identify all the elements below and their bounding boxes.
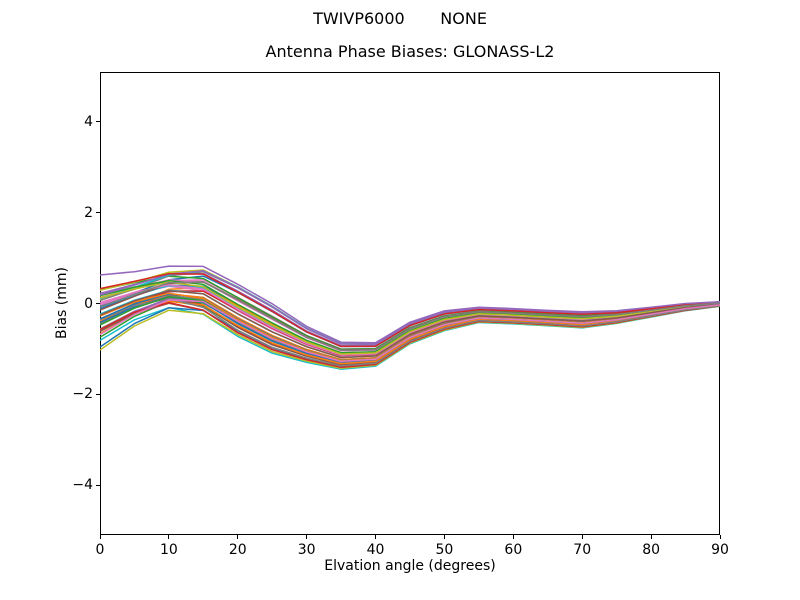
- x-tick-mark: [306, 535, 308, 539]
- x-tick-mark: [650, 535, 652, 539]
- y-tick-label: 0: [84, 295, 93, 312]
- y-tick-mark: [96, 484, 100, 486]
- bias-line: [100, 272, 720, 348]
- x-tick-label: 10: [159, 542, 178, 558]
- x-tick-label: 70: [573, 542, 592, 558]
- bias-line: [100, 297, 720, 367]
- bias-line: [100, 281, 720, 352]
- x-tick-label: 40: [366, 542, 385, 558]
- bias-lines-plot: [100, 265, 720, 370]
- bias-line: [100, 299, 720, 363]
- y-tick-label: −4: [72, 477, 93, 494]
- y-axis-label: Bias (mm): [54, 266, 70, 340]
- y-tick-mark: [96, 393, 100, 395]
- x-tick-mark: [168, 535, 170, 539]
- x-axis-label: Elvation angle (degrees): [324, 558, 496, 574]
- x-tick-mark: [719, 535, 721, 539]
- chart-title: Antenna Phase Biases: GLONASS-L2: [265, 42, 555, 61]
- y-tick-mark: [96, 303, 100, 304]
- y-tick-mark: [96, 121, 100, 123]
- x-tick-mark: [99, 535, 101, 539]
- figure-title: TWIVP6000 NONE: [313, 9, 487, 28]
- x-tick-label: 50: [435, 542, 454, 558]
- y-tick-label: −2: [72, 386, 93, 403]
- x-tick-mark: [443, 535, 445, 539]
- bias-line: [100, 289, 720, 359]
- y-tick-label: 4: [84, 113, 93, 130]
- bias-line: [100, 270, 720, 345]
- x-tick-mark: [581, 535, 583, 539]
- x-tick-mark: [237, 535, 239, 539]
- y-tick-mark: [96, 212, 100, 214]
- x-tick-label: 20: [228, 542, 247, 558]
- bias-line: [100, 300, 720, 365]
- x-tick-label: 80: [642, 542, 661, 558]
- x-tick-label: 0: [95, 542, 105, 558]
- plot-area: [100, 72, 720, 535]
- x-tick-label: 30: [297, 542, 316, 558]
- y-tick-label: 2: [84, 204, 93, 221]
- x-tick-label: 60: [504, 542, 523, 558]
- x-tick-mark: [512, 535, 514, 539]
- x-tick-label: 90: [711, 542, 729, 558]
- bias-line: [100, 281, 720, 355]
- bias-line: [100, 265, 720, 344]
- x-tick-mark: [375, 535, 377, 539]
